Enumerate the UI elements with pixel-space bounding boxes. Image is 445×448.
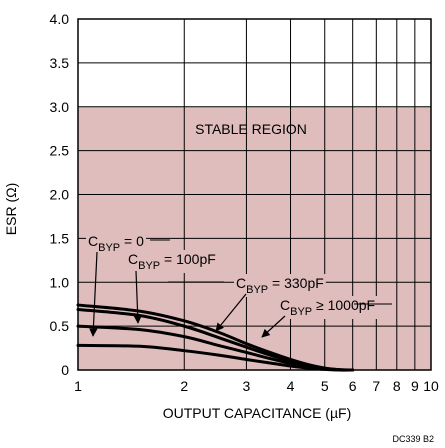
series-label-2: CBYP = 100pF [128, 251, 216, 272]
x-tick-label: 9 [411, 378, 419, 394]
stable-region-label: STABLE REGION [195, 121, 307, 137]
y-tick-label: 2.0 [50, 187, 70, 203]
x-axis-title: OUTPUT CAPACITANCE (µF) [163, 405, 352, 421]
y-tick-label: 1.5 [50, 230, 70, 246]
y-tick-label: 2.5 [50, 143, 70, 159]
y-tick-label: 3.5 [50, 55, 70, 71]
y-tick-label: 0 [61, 362, 69, 378]
curves [76, 303, 355, 372]
x-tick-label: 4 [287, 378, 295, 394]
x-tick-label: 6 [349, 378, 357, 394]
x-tick-label: 8 [393, 378, 401, 394]
series-label-bg [86, 232, 147, 255]
x-tick-label: 5 [321, 378, 329, 394]
tick-labels: 1 2 3 4 5 6 7 8 9 10 0 0.5 1.0 1.5 2.0 2.5 3.0 3.5 4.0 [50, 11, 439, 394]
grid [77, 18, 432, 371]
y-tick-label: 1.0 [50, 274, 70, 290]
y-tick-label: 0.5 [50, 318, 70, 334]
series-label-4: CBYP ≥ 1000pF [280, 297, 375, 318]
series-line-4 [76, 303, 355, 372]
label-arrow [89, 251, 98, 337]
label-arrow [133, 270, 142, 324]
x-tick-label: 3 [243, 378, 251, 394]
x-tick-label: 7 [372, 378, 380, 394]
x-tick-label: 2 [180, 378, 188, 394]
series-label-3: CBYP = 330pF [236, 275, 324, 296]
x-tick-label: 10 [423, 378, 439, 394]
plot-frame [77, 18, 432, 371]
series-label-bg [234, 274, 326, 297]
y-tick-label: 3.0 [50, 99, 70, 115]
label-arrow [261, 315, 286, 338]
x-tick-label: 1 [74, 378, 82, 394]
series-label-1: CBYP = 0 [88, 233, 144, 254]
series-label-bg [126, 250, 218, 273]
figure-id: DC339 B2 [392, 434, 434, 444]
label-arrow [215, 293, 247, 332]
y-tick-label: 4.0 [50, 11, 70, 27]
series-label-bg [278, 296, 378, 319]
y-axis-title: ESR (Ω) [3, 183, 19, 235]
